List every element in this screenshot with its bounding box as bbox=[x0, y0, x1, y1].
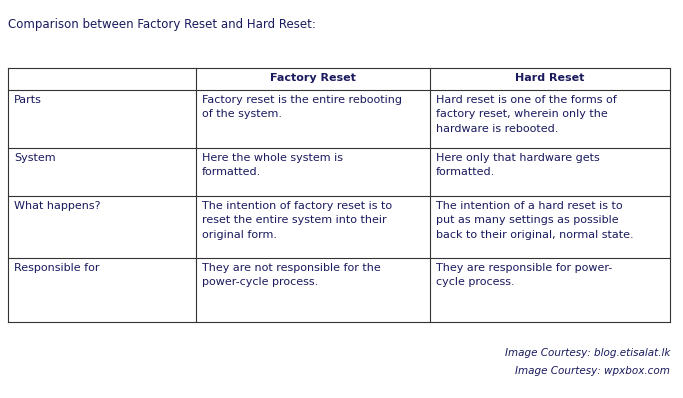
Text: Here the whole system is
formatted.: Here the whole system is formatted. bbox=[202, 153, 343, 178]
Text: The intention of factory reset is to
reset the entire system into their
original: The intention of factory reset is to res… bbox=[202, 201, 392, 240]
Text: Parts: Parts bbox=[14, 95, 42, 105]
Text: What happens?: What happens? bbox=[14, 201, 100, 211]
Text: Factory Reset: Factory Reset bbox=[270, 73, 356, 83]
Text: The intention of a hard reset is to
put as many settings as possible
back to the: The intention of a hard reset is to put … bbox=[436, 201, 634, 240]
Text: They are responsible for power-
cycle process.: They are responsible for power- cycle pr… bbox=[436, 263, 612, 287]
Text: Here only that hardware gets
formatted.: Here only that hardware gets formatted. bbox=[436, 153, 600, 178]
Text: Responsible for: Responsible for bbox=[14, 263, 100, 273]
Text: Image Courtesy: blog.etisalat.lk: Image Courtesy: blog.etisalat.lk bbox=[505, 348, 670, 358]
Text: Comparison between Factory Reset and Hard Reset:: Comparison between Factory Reset and Har… bbox=[8, 18, 316, 31]
Text: System: System bbox=[14, 153, 55, 163]
Text: Hard Reset: Hard Reset bbox=[515, 73, 585, 83]
Text: Factory reset is the entire rebooting
of the system.: Factory reset is the entire rebooting of… bbox=[202, 95, 402, 119]
Text: Image Courtesy: wpxbox.com: Image Courtesy: wpxbox.com bbox=[515, 366, 670, 376]
Text: Hard reset is one of the forms of
factory reset, wherein only the
hardware is re: Hard reset is one of the forms of factor… bbox=[436, 95, 617, 134]
Text: They are not responsible for the
power-cycle process.: They are not responsible for the power-c… bbox=[202, 263, 380, 287]
